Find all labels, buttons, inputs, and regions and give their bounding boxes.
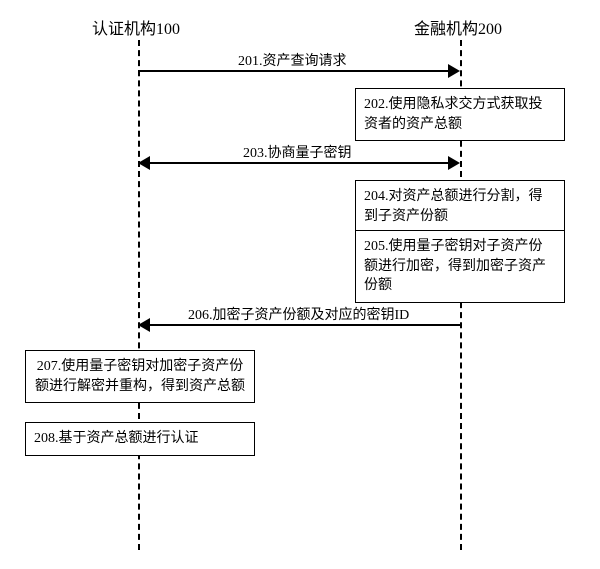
msg-206-label: 206.加密子资产份额及对应的密钥ID: [188, 304, 409, 324]
msg-203-label: 203.协商量子密钥: [243, 142, 352, 162]
msg-201-line: [138, 70, 450, 72]
box-202: 202.使用隐私求交方式获取投资者的资产总额: [355, 88, 565, 141]
msg-203-head-right: [448, 156, 460, 170]
msg-206-line: [148, 324, 460, 326]
participant-auth-label: 认证机构100: [92, 15, 180, 39]
box-205: 205.使用量子密钥对子资产份额进行加密，得到加密子资产份额: [355, 230, 565, 303]
msg-201-head: [448, 64, 460, 78]
box-208: 208.基于资产总额进行认证: [25, 422, 255, 456]
msg-203-line: [148, 162, 450, 164]
msg-201: 201.资产查询请求: [138, 60, 460, 80]
box-204: 204.对资产总额进行分割，得到子资产份额: [355, 180, 565, 233]
msg-201-label: 201.资产查询请求: [238, 50, 347, 70]
lifeline-auth: [138, 40, 140, 550]
box-207: 207.使用量子密钥对加密子资产份额进行解密并重构，得到资产总额: [25, 350, 255, 403]
msg-206: 206.加密子资产份额及对应的密钥ID: [138, 314, 460, 334]
msg-203: 203.协商量子密钥: [138, 152, 460, 172]
participant-fin-label: 金融机构200: [414, 15, 502, 39]
